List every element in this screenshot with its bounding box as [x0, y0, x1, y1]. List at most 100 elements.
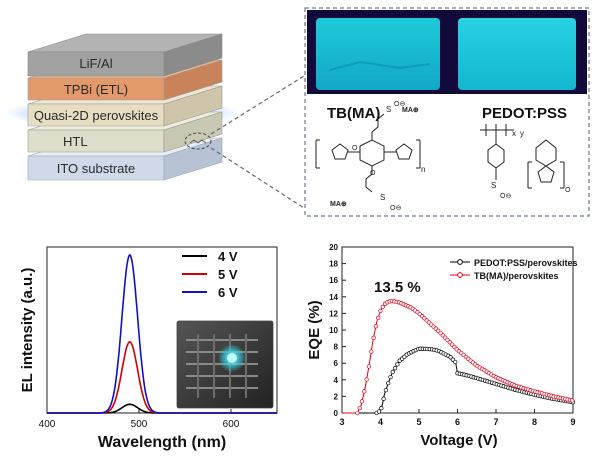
eqe-point-0	[383, 387, 389, 393]
pss-sulfur: S	[491, 181, 496, 190]
eqe-point-1	[357, 405, 362, 411]
el-inset-photo	[176, 320, 274, 409]
lower-sidechain	[365, 166, 373, 193]
eqe-legend-tbma: TB(MA)/perovskites	[474, 271, 559, 281]
eqe-chart: 3 4 5 6 7 8 9 0 2 4 6 8 10 12 14 16 18 20 PEDOT:PSS/perov…	[306, 243, 578, 449]
callout-line-top	[210, 75, 305, 135]
eqe-point-1	[359, 399, 365, 404]
layer-label-ito: ITO substrate	[57, 161, 136, 176]
material-label-tbma: TB(MA)	[327, 105, 380, 122]
htl-callout-circle	[184, 132, 212, 150]
el-series-line-2	[47, 253, 277, 414]
eqe-point-0	[386, 380, 391, 386]
el-x-tick-label: 500	[131, 419, 148, 430]
pedot-structure	[480, 124, 565, 189]
thiophene-ring-1	[331, 143, 349, 160]
pss-o-minus: O⊖	[500, 193, 511, 200]
eqe-x-tick-label: 9	[570, 417, 575, 427]
tbma-o-2: O	[370, 170, 376, 177]
eqe-y-tick-label: 12	[329, 309, 338, 318]
device-stack: ITO substrate HTL Quasi-2D perovskites T…	[4, 33, 305, 209]
eqe-point-0	[390, 369, 395, 375]
el-spectra-chart: 400 500 600 4 V 5 V 6 V Wavelength (nm) EL…	[19, 246, 278, 451]
eqe-point-1	[570, 398, 575, 403]
layer-label-lif-al: LiF/Al	[79, 56, 112, 71]
eqe-y-tick-label: 0	[334, 409, 339, 418]
eqe-x-tick-label: 5	[416, 417, 421, 427]
eqe-point-0	[395, 362, 400, 367]
eqe-point-0	[392, 366, 398, 371]
pss-x-subscript: x	[512, 129, 516, 138]
eqe-y-tick-label: 8	[334, 343, 339, 352]
eqe-y-tick-label: 6	[334, 359, 339, 368]
eqe-y-tick-label: 2	[334, 392, 339, 401]
tbma-o-minus-top: O⊖	[394, 101, 405, 108]
eqe-point-1	[376, 315, 381, 321]
pedot-o: O	[565, 187, 571, 194]
eqe-point-1	[380, 304, 385, 310]
tbma-n-subscript: n	[421, 165, 425, 174]
layer-lif-al: LiF/Al	[27, 33, 223, 77]
eqe-point-0	[388, 374, 393, 380]
tbma-ma-top: MA⊕	[402, 107, 419, 114]
layer-label-htl: HTL	[63, 134, 88, 149]
layer-label-perovskite: Quasi-2D perovskites	[34, 108, 159, 123]
inset-glow-core	[227, 353, 237, 363]
tbma-bracket-right	[416, 139, 421, 169]
tbma-structure	[315, 113, 421, 193]
eqe-point-1	[373, 324, 379, 329]
el-x-tick-label: 400	[39, 419, 56, 430]
eqe-y-tick-label: 16	[329, 276, 338, 285]
eqe-y-tick-label: 18	[329, 260, 338, 269]
eqe-point-1	[366, 364, 372, 369]
el-x-axis-label: Wavelength (nm)	[98, 434, 226, 451]
eqe-point-0	[381, 396, 386, 401]
eqe-point-0	[379, 406, 384, 411]
el-legend-5v: 5 V	[218, 267, 238, 282]
upper-sidechain	[371, 113, 385, 140]
eqe-point-1	[362, 389, 367, 394]
el-x-tick-label: 600	[223, 419, 240, 430]
pedot-bracket-right	[560, 161, 565, 189]
eqe-point-0	[376, 409, 382, 414]
eqe-y-tick-label: 10	[329, 326, 338, 335]
eqe-point-0	[453, 359, 458, 365]
eqe-y-axis-label: EQE (%)	[306, 300, 323, 359]
eqe-point-1	[364, 377, 369, 382]
tbma-sulfur-top: S	[386, 105, 391, 114]
eqe-x-tick-label: 7	[493, 417, 498, 427]
edot-thiophene	[537, 165, 555, 183]
el-y-axis-label: EL intensity (a.u.)	[19, 268, 36, 393]
eqe-y-tick-label: 20	[329, 243, 338, 252]
eqe-point-1	[355, 410, 360, 416]
tbma-sulfur-bottom: S	[380, 193, 385, 202]
callout-line-bottom	[210, 147, 305, 209]
el-legend-4v: 4 V	[218, 249, 238, 264]
eqe-x-tick-label: 6	[455, 417, 460, 427]
eqe-point-1	[371, 335, 376, 340]
layer-label-tpbi: TPBi (ETL)	[64, 82, 128, 97]
eqe-point-1	[378, 308, 383, 314]
tbma-o-1: O	[352, 145, 358, 152]
tbma-ma-bottom: MA⊕	[330, 201, 347, 208]
eqe-point-1	[369, 349, 374, 354]
htl-panel: TB(MA) PEDOT:PSS S O⊖ MA⊕ O O S MA⊕ O⊖ n	[304, 7, 590, 217]
thiophene-ring-2	[395, 143, 413, 160]
eqe-legend-pedot: PEDOT:PSS/perovskites	[474, 258, 578, 268]
el-legend: 4 V 5 V 6 V	[182, 249, 238, 300]
eqe-y-tick-label: 14	[329, 293, 338, 302]
tile-texture	[329, 60, 431, 71]
eqe-annotation: 13.5 %	[374, 279, 421, 296]
pss-benzene	[487, 143, 505, 169]
pedot-glow-tile	[458, 18, 576, 90]
tbma-glow-tile	[316, 18, 440, 90]
el-legend-6v: 6 V	[218, 285, 238, 300]
eqe-y-tick-label: 4	[334, 376, 339, 385]
material-label-pedot: PEDOT:PSS	[482, 105, 567, 122]
pedot-bracket-left	[527, 161, 532, 189]
eqe-x-axis-label: Voltage (V)	[420, 432, 497, 449]
dioxane-ring	[535, 139, 557, 167]
eqe-x-tick-label: 3	[339, 417, 344, 427]
